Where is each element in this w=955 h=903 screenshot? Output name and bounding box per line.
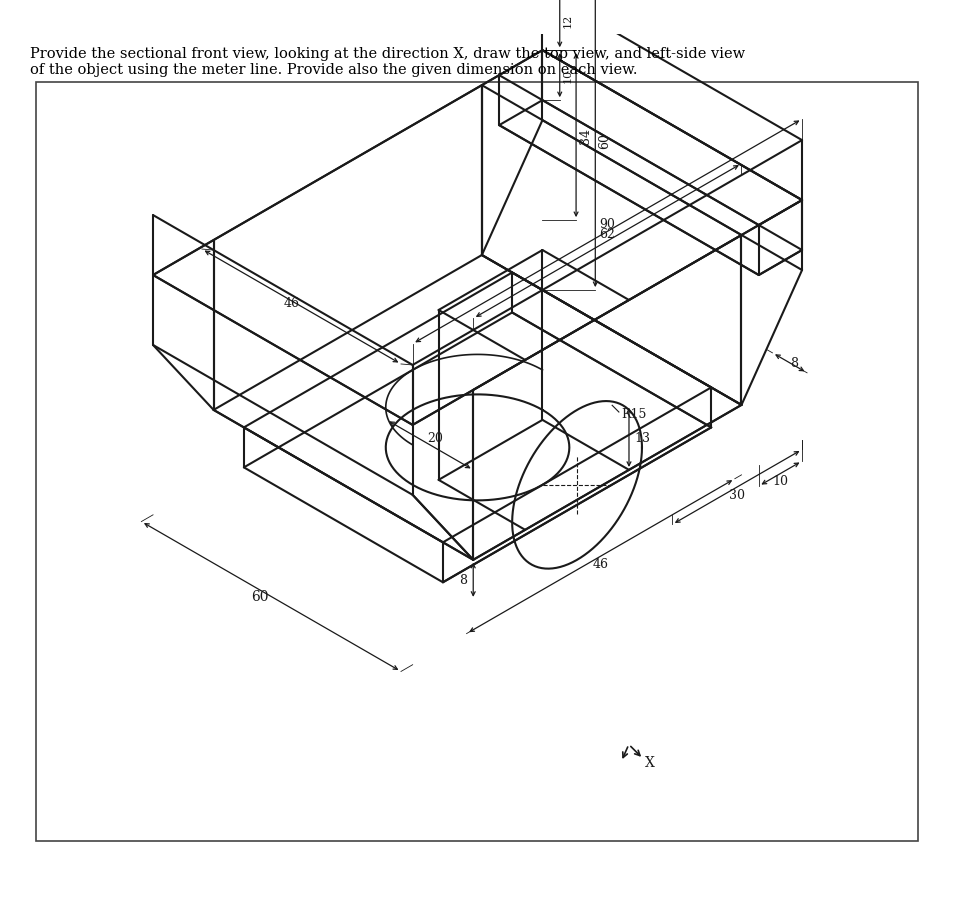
Text: 10: 10 <box>773 474 789 488</box>
Text: X: X <box>645 755 655 769</box>
Text: 30: 30 <box>730 489 745 501</box>
Text: 20: 20 <box>427 432 443 444</box>
Text: 90: 90 <box>600 218 615 231</box>
Text: 46: 46 <box>284 297 300 310</box>
Text: Provide the sectional front view, looking at the direction X, draw the top view,: Provide the sectional front view, lookin… <box>31 47 745 61</box>
Text: 34: 34 <box>579 128 592 144</box>
Text: 10: 10 <box>562 69 572 83</box>
Text: 62: 62 <box>600 228 615 240</box>
Text: 60: 60 <box>251 590 268 604</box>
Text: 8: 8 <box>791 357 798 370</box>
Text: 13: 13 <box>634 432 650 444</box>
Text: R15: R15 <box>622 408 647 421</box>
Text: 12: 12 <box>562 14 572 28</box>
Bar <box>36 82 918 841</box>
Text: 46: 46 <box>593 558 608 571</box>
Text: of the object using the meter line. Provide also the given dimension on each vie: of the object using the meter line. Prov… <box>31 63 638 77</box>
Text: 60: 60 <box>599 133 611 149</box>
Text: 8: 8 <box>459 573 468 587</box>
